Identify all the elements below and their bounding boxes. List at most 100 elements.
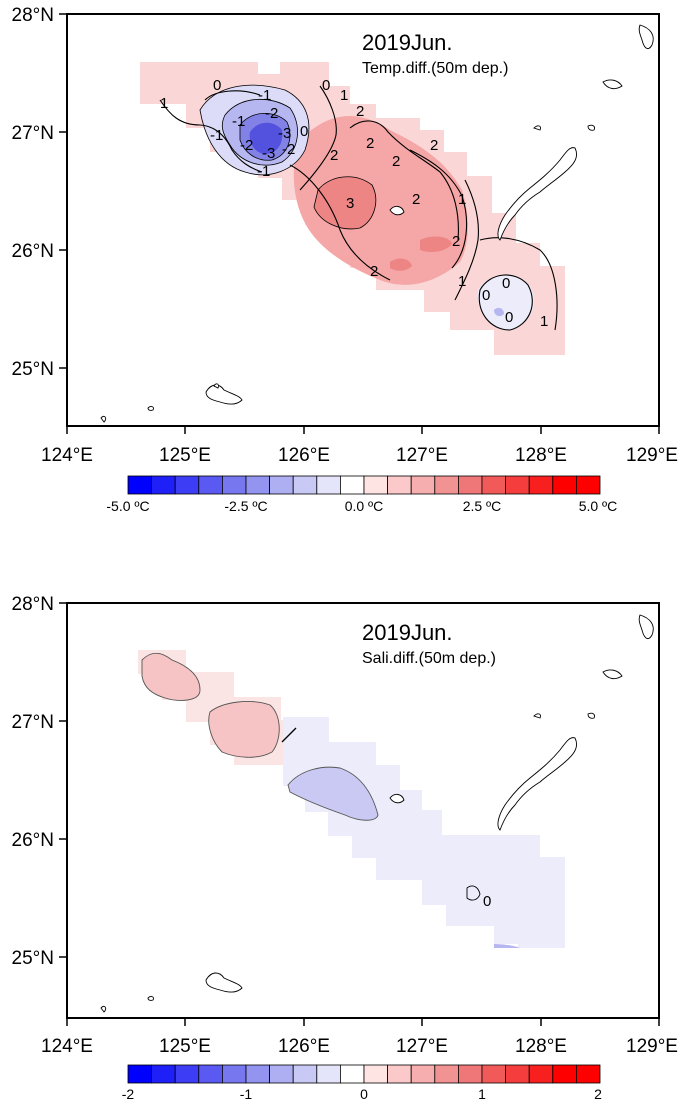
colorbar-label: 2.5 ºC [463, 498, 502, 514]
contour-label: 0 [300, 123, 308, 140]
contour-label: -1 [210, 127, 223, 144]
colorbar-label: 1 [478, 1086, 486, 1102]
x-tick-label: 129°E [626, 445, 678, 466]
colorbar-swatch [245, 475, 271, 495]
colorbar-swatch [151, 475, 176, 495]
island-small [587, 124, 595, 131]
colorbar-swatch [410, 475, 436, 495]
island-kume [389, 205, 405, 216]
colorbar-swatch [505, 475, 530, 495]
colorbar-swatch [434, 475, 459, 495]
colorbar-label: 2 [594, 1086, 602, 1102]
colorbar-label: -1 [240, 1086, 253, 1102]
x-tick-label: 127°E [396, 1036, 448, 1057]
contour-label: 1 [540, 313, 548, 330]
colorbar-swatch [576, 1064, 601, 1084]
island-miyako [205, 384, 243, 405]
island-small [100, 415, 107, 423]
island-small [602, 79, 623, 90]
colorbar-swatch [339, 475, 365, 495]
colorbar-swatch [292, 1064, 318, 1084]
colorbar-swatch [316, 1064, 341, 1084]
temperature-panel: 0 1 -1 -1 -2 -3 -2 -3 -2 -1 -1 0 0 1 2 2… [12, 5, 678, 514]
contour-label: -2 [240, 137, 253, 154]
island-amami [638, 614, 654, 640]
contour-label: -2 [265, 105, 278, 122]
x-tick-label: 124°E [41, 1036, 93, 1057]
temp-colorbar [127, 475, 601, 495]
sal-cell-area-neg [283, 717, 565, 948]
y-tick-label: 27°N [12, 123, 54, 144]
island-small [533, 125, 541, 131]
colorbar-swatch [481, 475, 507, 495]
okinawa-island [497, 147, 577, 241]
colorbar-label: -2 [122, 1086, 135, 1102]
y-tick-label: 28°N [12, 5, 54, 26]
colorbar-swatch [363, 1064, 389, 1084]
temperature-field: 0 1 -1 -1 -2 -3 -2 -3 -2 -1 -1 0 0 1 2 2… [100, 24, 654, 423]
sal-map-frame [66, 602, 660, 1019]
contour-label: -3 [262, 145, 275, 162]
sal-neg-blob [288, 767, 378, 821]
colorbar-swatch [457, 475, 483, 495]
contour-label: 1 [458, 191, 466, 208]
island-small [147, 996, 154, 1001]
colorbar-swatch [410, 1064, 436, 1084]
contour-label: 2 [430, 137, 438, 154]
y-tick-label: 28°N [12, 594, 54, 615]
temp-tick-marks [59, 13, 660, 434]
colorbar-swatch [552, 1064, 577, 1084]
panel-subtitle: Temp.diff.(50m dep.) [362, 60, 508, 77]
island-small [602, 669, 623, 680]
y-tick-label: 26°N [12, 830, 54, 851]
sal-colorbar [127, 1064, 601, 1084]
salinity-field: 0 [100, 614, 654, 1013]
contour-label: 2 [356, 103, 364, 120]
temp-warm-core-2 [420, 236, 452, 252]
contour-label: 1 [160, 95, 168, 112]
x-tick-label: 127°E [396, 445, 448, 466]
contour-label: 2 [452, 233, 460, 250]
temp-contours [159, 84, 558, 331]
sal-x-axis-labels: 124°E 125°E 126°E 127°E 128°E 129°E [41, 1036, 678, 1057]
contour-label: 0 [322, 77, 330, 94]
colorbar-swatch [316, 475, 341, 495]
temp-x-axis-labels: 124°E 125°E 126°E 127°E 128°E 129°E [41, 445, 678, 466]
colorbar-swatch [174, 475, 200, 495]
contour-label: -3 [278, 125, 291, 142]
contour-label: 2 [392, 153, 400, 170]
panel-subtitle: Sali.diff.(50m dep.) [362, 650, 496, 667]
colorbar-swatch [292, 475, 318, 495]
contour-label: 0 [502, 275, 510, 292]
sal-pos-blob-1 [142, 653, 200, 701]
contour-label: 2 [366, 135, 374, 152]
x-tick-label: 129°E [626, 1036, 678, 1057]
contour-label: 1 [340, 87, 348, 104]
sal-contours [141, 652, 481, 901]
colorbar-swatch [387, 475, 412, 495]
colorbar-swatch [269, 475, 294, 495]
y-tick-label: 27°N [12, 712, 54, 733]
sal-colorbar-labels: -2 -1 0 1 2 [122, 1086, 602, 1102]
contour-label: -1 [257, 163, 270, 180]
x-tick-label: 126°E [278, 445, 330, 466]
contour-label: 0 [213, 77, 221, 94]
temp-contour-labels: 0 1 -1 -1 -2 -3 -2 -3 -2 -1 -1 0 0 1 2 2… [160, 77, 548, 330]
colorbar-swatch [552, 475, 577, 495]
colorbar-swatch [198, 475, 223, 495]
colorbar-swatch [339, 1064, 365, 1084]
temp-warm-core-3 [390, 258, 412, 271]
contour-label: -1 [232, 113, 245, 130]
sal-y-axis-labels: 28°N 27°N 26°N 25°N [12, 594, 54, 969]
sal-neg-edge [494, 944, 520, 948]
island-small [213, 383, 219, 389]
sal-pos-blob-2 [208, 701, 280, 758]
x-tick-label: 124°E [41, 445, 93, 466]
y-tick-label: 25°N [12, 359, 54, 380]
colorbar-label: 0 [360, 1086, 368, 1102]
colorbar-swatch [245, 1064, 271, 1084]
contour-label: -1 [258, 87, 271, 104]
colorbar-swatch [151, 1064, 176, 1084]
panel-title: 2019Jun. [362, 620, 453, 645]
